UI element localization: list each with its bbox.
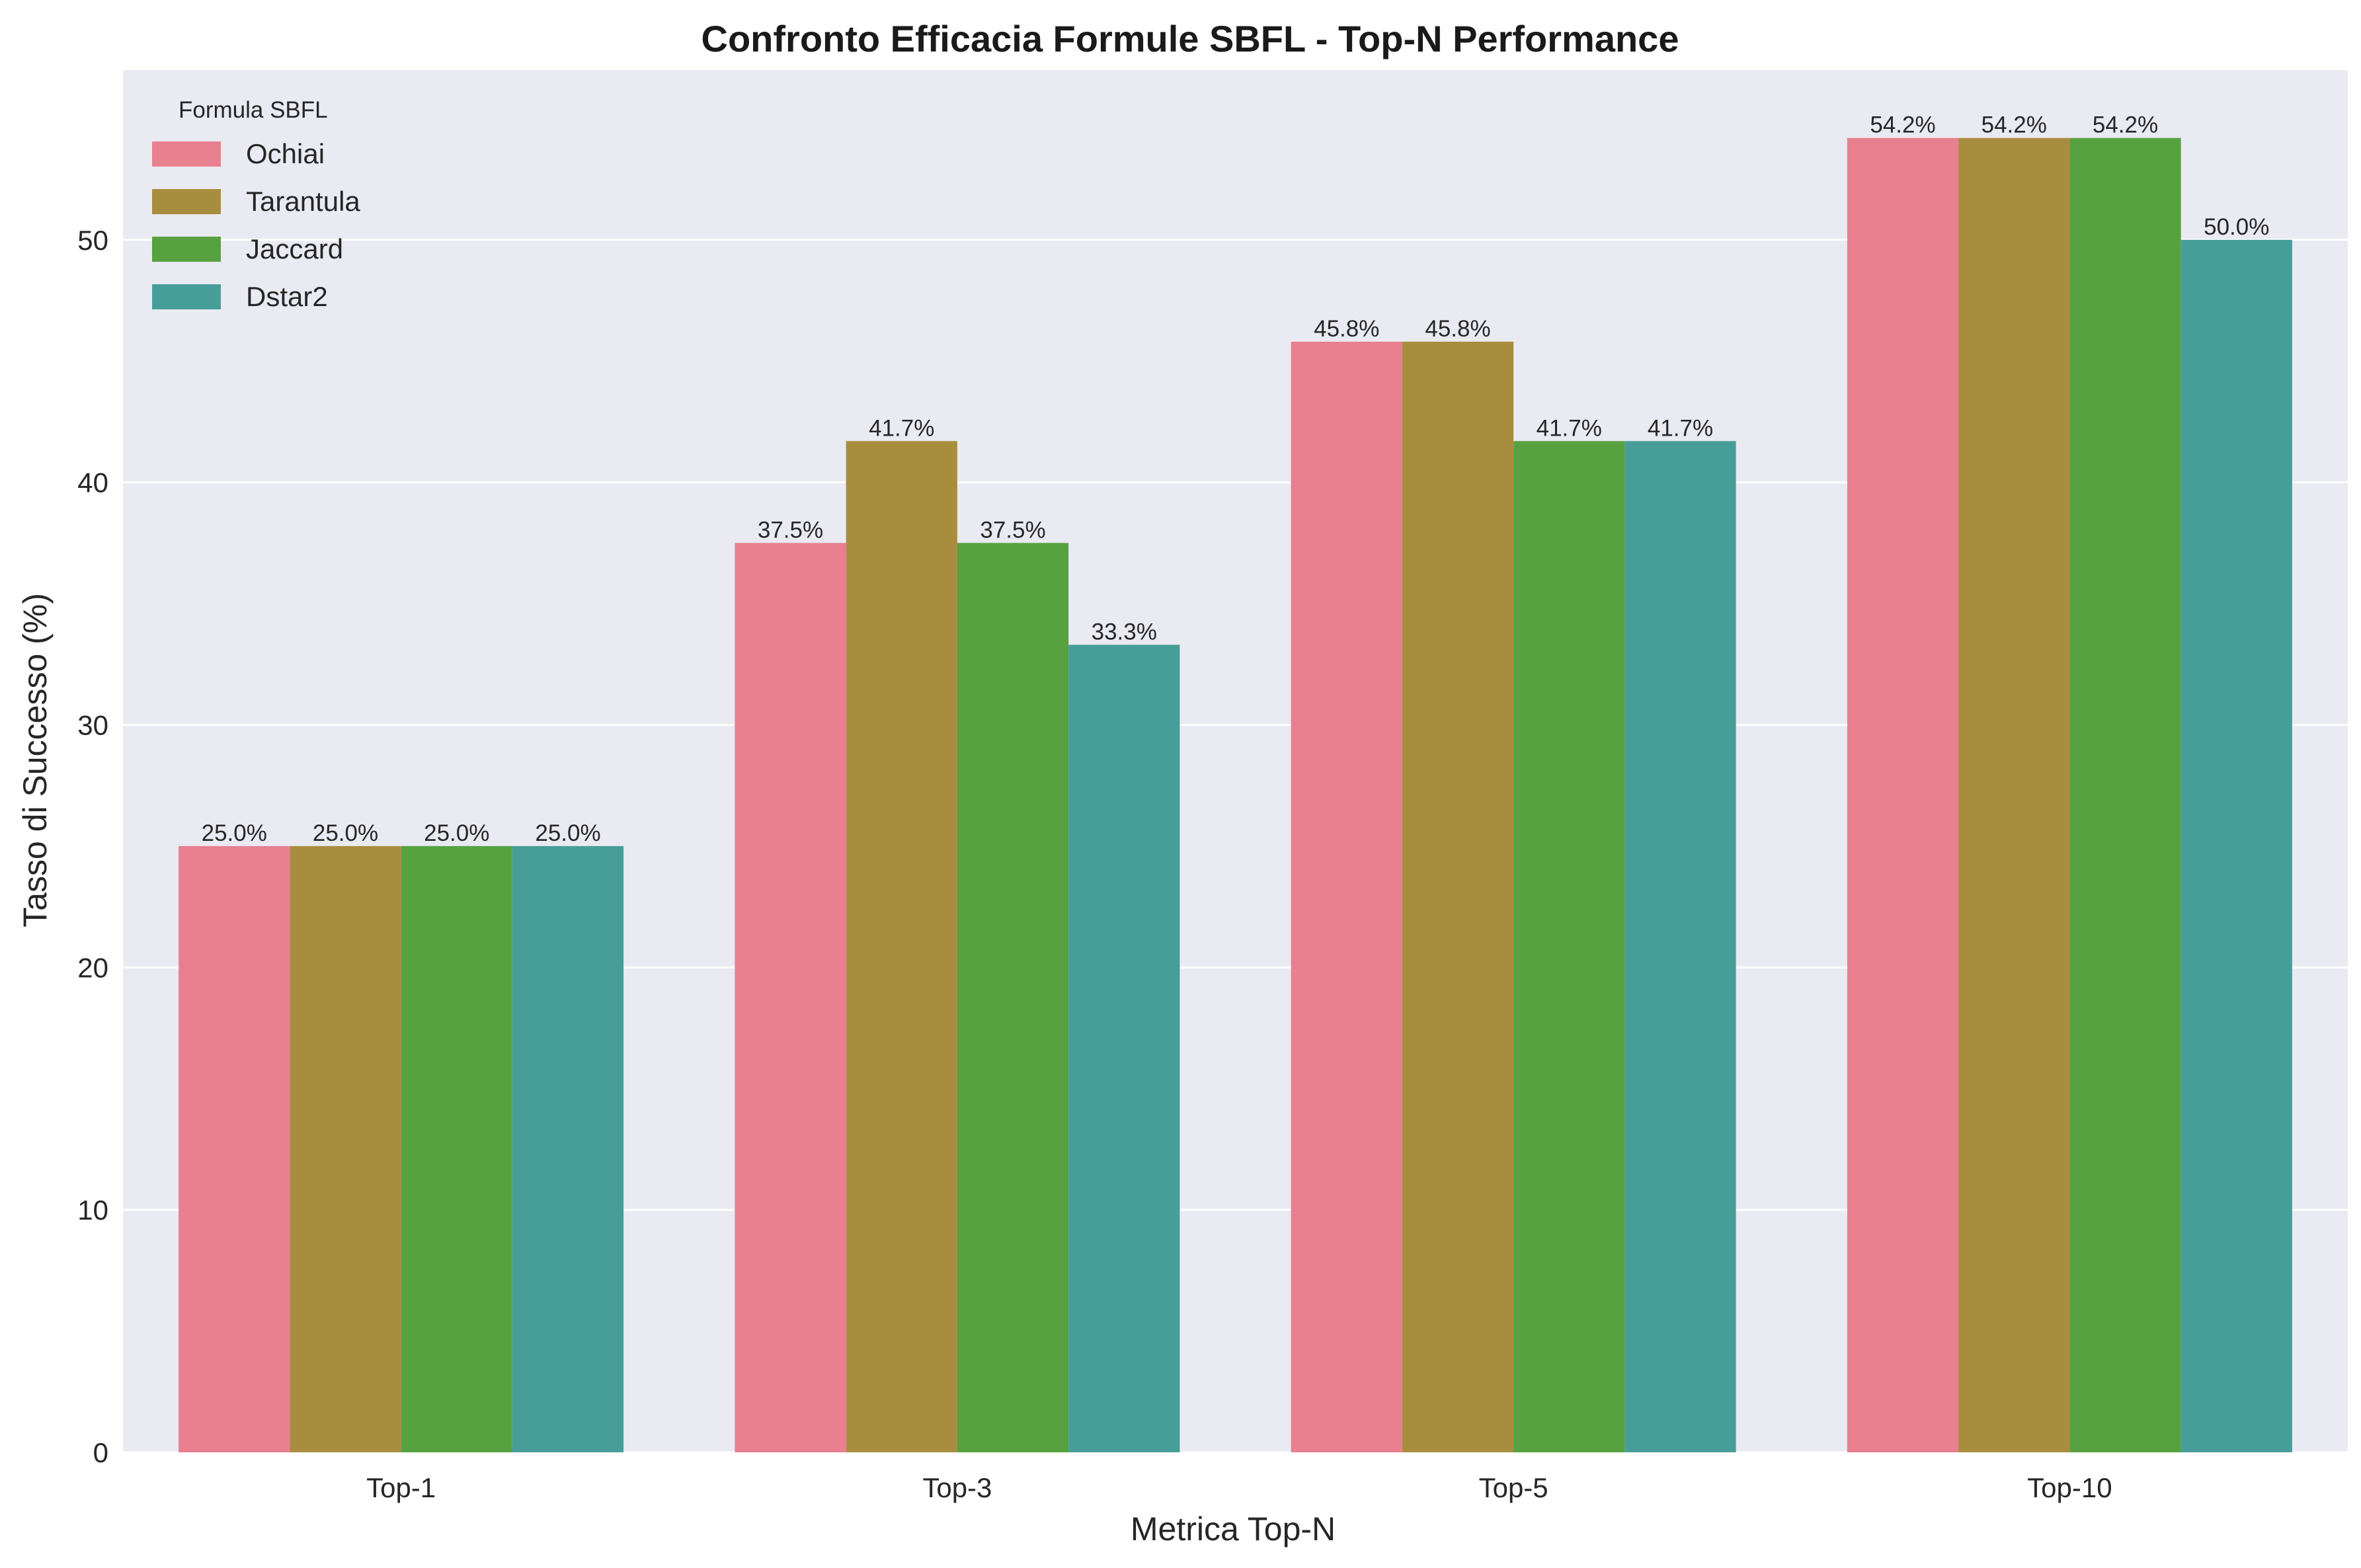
y-tick-label: 0	[93, 1437, 108, 1468]
bar-tarantula-top-3	[846, 441, 957, 1452]
legend-swatch-jaccard	[152, 237, 221, 262]
bar-dstar2-top-5	[1624, 441, 1736, 1452]
legend-label-dstar2: Dstar2	[246, 281, 328, 312]
legend-swatch-dstar2	[152, 284, 221, 309]
legend-title: Formula SBFL	[179, 97, 328, 123]
bar-jaccard-top-3	[957, 543, 1069, 1453]
bars	[179, 137, 2292, 1453]
y-axis-ticks: 0 10 20 30 40 50	[77, 225, 108, 1468]
bar-value-label: 45.8%	[1314, 316, 1379, 342]
bar-tarantula-top-1	[290, 845, 401, 1452]
legend-label-tarantula: Tarantula	[246, 186, 360, 217]
x-axis-label: Metrica Top-N	[1131, 1510, 1336, 1548]
bar-value-label: 41.7%	[869, 415, 934, 441]
legend-label-jaccard: Jaccard	[246, 233, 343, 264]
y-tick-label: 30	[77, 709, 108, 740]
bar-ochiai-top-10	[1847, 137, 1959, 1452]
bar-value-label: 25.0%	[313, 820, 378, 846]
y-axis-label: Tasso di Successo (%)	[17, 593, 54, 927]
x-axis-ticks: Top-1 Top-3 Top-5 Top-10	[366, 1472, 2112, 1503]
bar-value-label: 25.0%	[535, 820, 600, 846]
x-tick-label: Top-3	[922, 1472, 992, 1503]
bar-value-label: 41.7%	[1648, 415, 1713, 441]
bar-value-label: 54.2%	[1981, 112, 2047, 138]
bar-value-label: 45.8%	[1425, 316, 1490, 342]
bar-jaccard-top-5	[1513, 441, 1625, 1452]
bar-ochiai-top-5	[1291, 341, 1402, 1452]
y-tick-label: 10	[77, 1195, 108, 1226]
x-tick-label: Top-1	[366, 1472, 436, 1503]
bar-jaccard-top-10	[2069, 137, 2181, 1452]
bar-jaccard-top-1	[401, 845, 512, 1452]
y-tick-label: 20	[77, 952, 108, 983]
bar-value-label: 37.5%	[980, 517, 1045, 543]
bar-value-label: 25.0%	[424, 820, 489, 846]
legend-swatch-tarantula	[152, 189, 221, 214]
bar-labels: 25.0% 25.0% 25.0% 25.0% 37.5% 41.7% 37.5% 33.3%…	[202, 112, 2270, 846]
bar-ochiai-top-3	[735, 543, 846, 1453]
y-tick-label: 50	[77, 225, 108, 256]
bar-dstar2-top-10	[2181, 239, 2292, 1453]
bar-dstar2-top-1	[512, 845, 624, 1452]
x-tick-label: Top-5	[1479, 1472, 1548, 1503]
legend-label-ochiai: Ochiai	[246, 138, 325, 169]
bar-value-label: 41.7%	[1537, 415, 1602, 441]
bar-value-label: 50.0%	[2204, 214, 2269, 240]
x-tick-label: Top-10	[2027, 1472, 2112, 1503]
bar-value-label: 54.2%	[2093, 112, 2158, 138]
bar-value-label: 54.2%	[1870, 112, 1935, 138]
y-tick-label: 40	[77, 467, 108, 498]
legend: Formula SBFL Ochiai Tarantula Jaccard Dstar…	[152, 97, 360, 312]
bar-dstar2-top-3	[1068, 645, 1180, 1452]
chart-title: Confronto Efficacia Formule SBFL - Top-N…	[701, 18, 1679, 59]
bar-tarantula-top-5	[1402, 341, 1514, 1452]
bar-value-label: 37.5%	[758, 517, 823, 543]
bar-ochiai-top-1	[179, 845, 290, 1452]
legend-swatch-ochiai	[152, 141, 221, 167]
bar-tarantula-top-10	[1958, 137, 2070, 1452]
bar-value-label: 33.3%	[1092, 619, 1157, 645]
bar-value-label: 25.0%	[202, 820, 267, 846]
